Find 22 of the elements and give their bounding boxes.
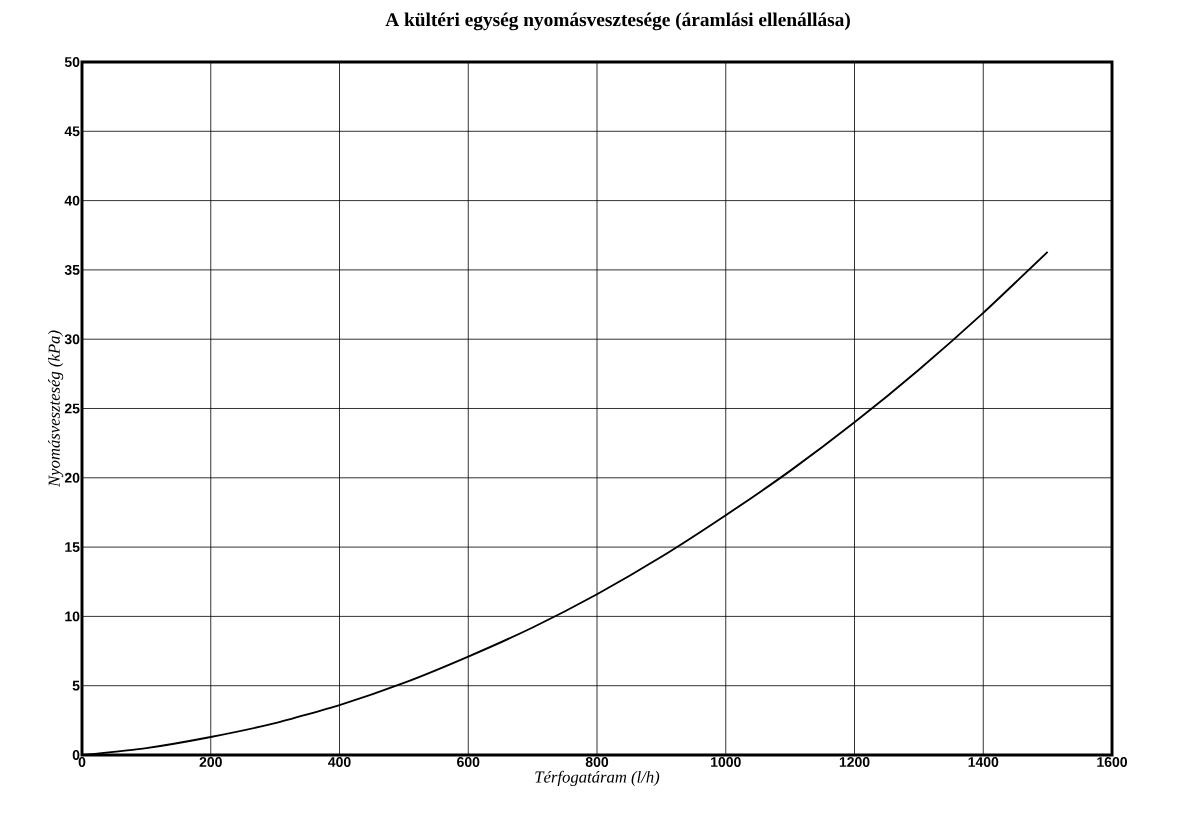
x-tick-label: 200: [199, 757, 222, 767]
x-tick-label: 400: [328, 757, 351, 767]
x-tick-label: 1400: [968, 757, 999, 767]
x-tick-label: 1600: [1097, 757, 1128, 767]
y-tick-label: 30: [64, 334, 80, 345]
y-tick-label: 5: [72, 680, 80, 691]
y-tick-label: 10: [65, 611, 80, 622]
x-tick-label: 1000: [711, 757, 741, 767]
x-tick-label: 800: [585, 757, 609, 767]
x-axis-title: Térfogatáram (l/h): [535, 770, 660, 787]
y-axis-title: Nyomásveszteség (kPa): [48, 330, 64, 488]
chart-title: A kültéri egység nyomásvesztesége (áramlási ellenállása): [385, 12, 850, 31]
x-tick-label: 1200: [839, 757, 870, 767]
y-tick-label: 15: [65, 542, 80, 552]
x-tick-label: 600: [457, 757, 480, 767]
y-tick-label: 45: [64, 126, 80, 137]
y-tick-label: 50: [64, 57, 80, 67]
y-tick-label: 35: [64, 264, 80, 275]
y-tick-label: 0: [72, 750, 80, 760]
y-tick-label: 25: [64, 403, 80, 414]
y-tick-label: 20: [64, 472, 80, 483]
y-tick-label: 40: [64, 195, 80, 206]
